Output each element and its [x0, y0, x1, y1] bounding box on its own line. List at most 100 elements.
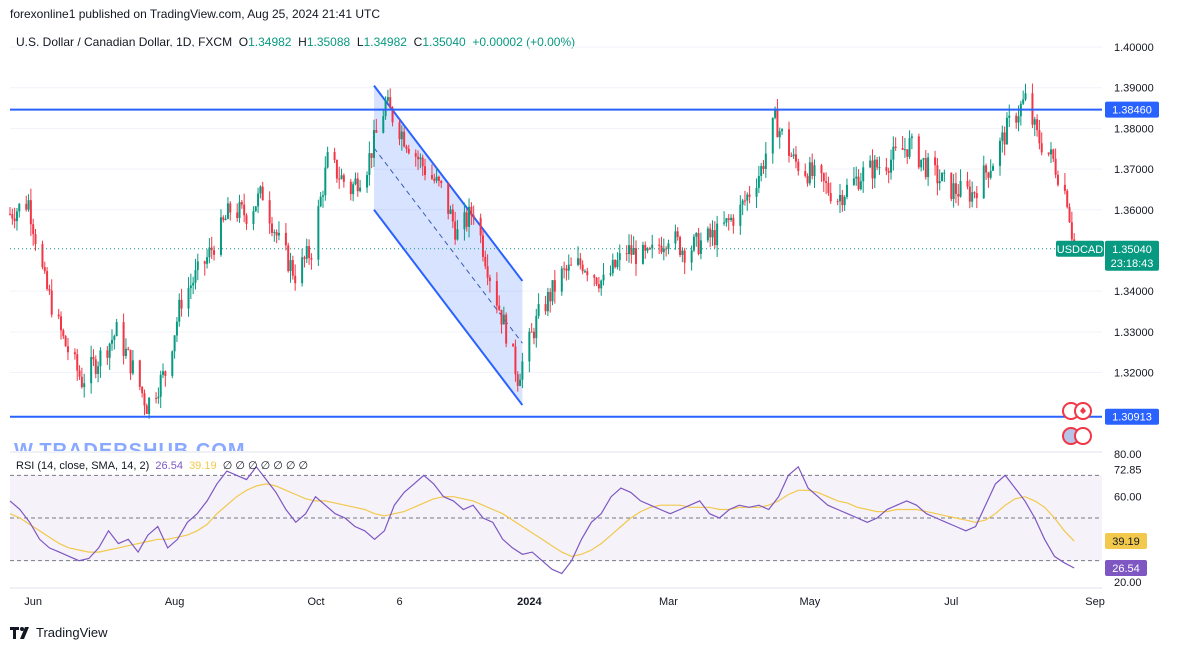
candle-body	[1054, 158, 1057, 175]
last-price-badge	[1105, 240, 1159, 271]
candle-body	[560, 268, 563, 292]
candle-body	[94, 359, 97, 374]
rsi-legend-label[interactable]: RSI (14, close, SMA, 14, 2)	[16, 460, 150, 472]
candle-body	[424, 166, 427, 176]
candle-body	[213, 250, 216, 255]
candle-body	[1001, 132, 1004, 141]
candle-body	[254, 206, 257, 212]
candle-body	[481, 235, 484, 257]
candle-body	[927, 157, 930, 178]
candle-body	[553, 280, 556, 292]
close-label: C	[413, 35, 423, 49]
candle-body	[484, 256, 487, 267]
candle-body	[855, 176, 858, 179]
candle-body	[992, 165, 995, 171]
candle-body	[711, 230, 714, 238]
candle-body	[570, 264, 573, 266]
candle-body	[303, 257, 306, 259]
candle-body	[373, 130, 375, 158]
candle-body	[164, 371, 167, 376]
candle-body	[966, 180, 969, 187]
open-value: 1.34982	[248, 35, 292, 49]
candle-body	[349, 181, 352, 195]
candle-body	[419, 157, 422, 160]
time-tick-label: Mar	[659, 596, 678, 608]
channel-fill	[374, 85, 523, 406]
candle-body	[495, 281, 498, 306]
candle-body	[148, 397, 151, 414]
candle-body	[451, 209, 454, 222]
candle-body	[679, 237, 682, 255]
candle-body	[885, 167, 888, 171]
candle-body	[210, 247, 213, 251]
candle-body	[111, 339, 114, 344]
candle-body	[989, 170, 992, 178]
candle-body	[998, 140, 1001, 166]
channel-lower-line[interactable]	[373, 209, 524, 406]
candle-body	[73, 352, 76, 355]
candle-body	[755, 187, 758, 197]
candle-body	[602, 274, 605, 281]
candle-body	[609, 273, 612, 275]
candle-body	[530, 331, 533, 333]
candle-body	[294, 275, 297, 284]
candle-body	[651, 244, 654, 249]
candle-body	[78, 370, 81, 377]
candle-body	[449, 209, 452, 214]
candle-body	[869, 160, 872, 168]
candle-body	[581, 264, 584, 272]
candle-body	[366, 175, 369, 188]
candle-body	[614, 259, 617, 268]
last-price-label: 1.35040	[1112, 244, 1152, 256]
candle-body	[597, 284, 600, 289]
candle-body	[804, 171, 807, 176]
candle-body	[692, 236, 695, 251]
candle-body	[829, 193, 832, 202]
time-tick-label: Aug	[165, 596, 185, 608]
price-tick-label: 1.37000	[1114, 164, 1154, 176]
candle-body	[901, 148, 904, 150]
candle-body	[641, 244, 644, 264]
candle-body	[713, 230, 716, 246]
symbol-badge[interactable]	[1056, 240, 1104, 257]
candle-body	[920, 159, 923, 168]
candle-body	[435, 176, 438, 181]
time-axis: Jun Aug Oct 6 2024 Mar May Jul Sep	[24, 596, 1105, 608]
candle-body	[697, 233, 700, 254]
candle-body	[131, 360, 134, 374]
candle-body	[600, 280, 603, 289]
tradingview-footer[interactable]: TradingView	[10, 625, 108, 640]
candle-body	[319, 196, 322, 207]
candle-body	[658, 244, 661, 246]
candle-body	[391, 107, 394, 123]
candle-body	[741, 200, 744, 205]
candle-body	[583, 271, 586, 273]
candle-body	[811, 162, 814, 176]
candle-body	[113, 336, 116, 340]
candle-body	[224, 218, 227, 221]
level-price-label: 1.38460	[1112, 105, 1152, 117]
candle-body	[922, 158, 925, 160]
candle-body	[764, 153, 767, 169]
candle-body	[618, 253, 621, 261]
candle-body	[66, 346, 69, 353]
candle-body	[206, 257, 209, 264]
candle-body	[370, 153, 373, 158]
time-tick-label: Jul	[944, 596, 958, 608]
candle-body	[108, 343, 111, 358]
candle-body	[822, 173, 825, 182]
candle-body	[709, 228, 712, 238]
candle-body	[699, 240, 702, 254]
candle-body	[317, 206, 320, 260]
symbol-title[interactable]: U.S. Dollar / Canadian Dollar, 1D, FXCM	[16, 35, 233, 49]
candle-body	[57, 314, 60, 317]
candle-body	[90, 356, 93, 384]
candle-body	[178, 299, 181, 322]
candle-body	[725, 218, 728, 223]
candle-body	[32, 224, 35, 235]
price-tick-label: 1.32000	[1114, 368, 1154, 380]
candle-body	[359, 187, 362, 192]
candle-body	[776, 108, 779, 138]
price-tick-label: 1.33000	[1114, 327, 1154, 339]
